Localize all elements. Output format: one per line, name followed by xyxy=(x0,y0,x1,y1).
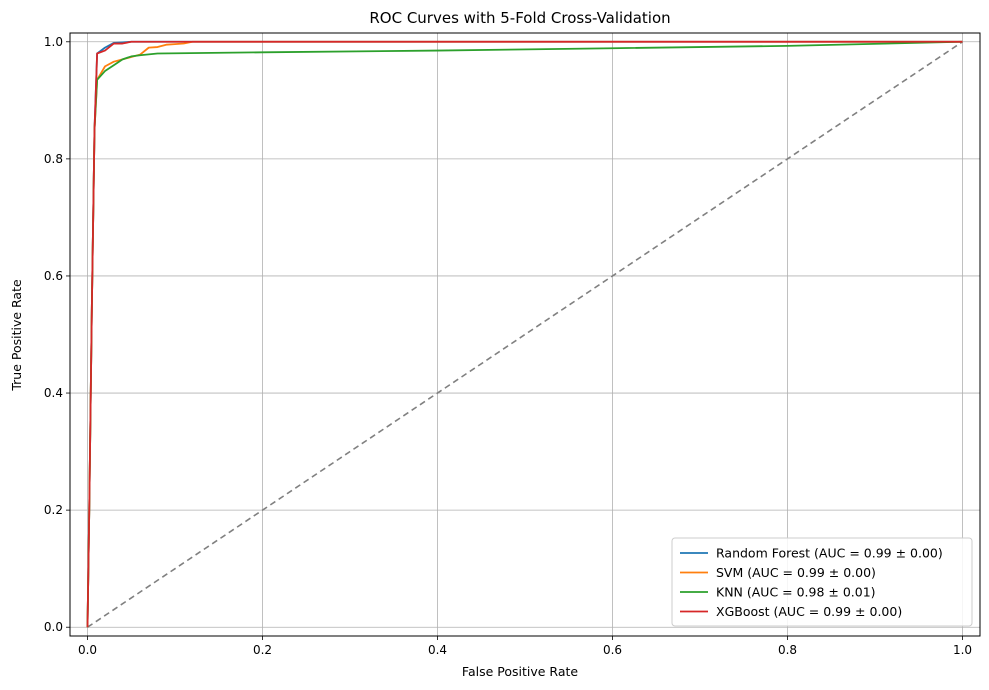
x-tick-label: 0.6 xyxy=(603,643,622,657)
x-axis-label: False Positive Rate xyxy=(462,664,578,679)
x-tick-label: 0.8 xyxy=(778,643,797,657)
legend: Random Forest (AUC = 0.99 ± 0.00) SVM (AU… xyxy=(671,537,973,627)
y-tick-label: 0.8 xyxy=(44,152,63,166)
axis-ticks: 0.0 0.2 0.4 0.6 0.8 1.0 0.0 0.2 0.4 0.6 0.8 1.0 xyxy=(44,35,972,657)
grid xyxy=(70,33,980,636)
legend-label: KNN (AUC = 0.98 ± 0.01) xyxy=(716,585,876,600)
y-tick-label: 0.4 xyxy=(44,386,63,400)
y-tick-label: 0.6 xyxy=(44,269,63,283)
chance-line xyxy=(87,41,963,628)
legend-box xyxy=(671,537,973,627)
legend-label: Random Forest (AUC = 0.99 ± 0.00) xyxy=(716,546,943,561)
x-tick-label: 1.0 xyxy=(953,643,972,657)
x-tick-label: 0.4 xyxy=(428,643,447,657)
x-tick-label: 0.2 xyxy=(253,643,272,657)
y-axis-label: True Positive Rate xyxy=(9,279,24,392)
y-tick-label: 1.0 xyxy=(44,35,63,49)
legend-label: XGBoost (AUC = 0.99 ± 0.00) xyxy=(716,604,902,619)
plot-lines xyxy=(86,40,963,628)
plot-frame xyxy=(69,32,981,637)
chart-title: ROC Curves with 5-Fold Cross-Validation xyxy=(369,9,670,27)
y-tick-label: 0.2 xyxy=(44,503,63,517)
legend-label: SVM (AUC = 0.99 ± 0.00) xyxy=(716,565,876,580)
y-tick-label: 0.0 xyxy=(44,620,63,634)
series-line-4 xyxy=(86,40,963,628)
x-tick-label: 0.0 xyxy=(78,643,97,657)
